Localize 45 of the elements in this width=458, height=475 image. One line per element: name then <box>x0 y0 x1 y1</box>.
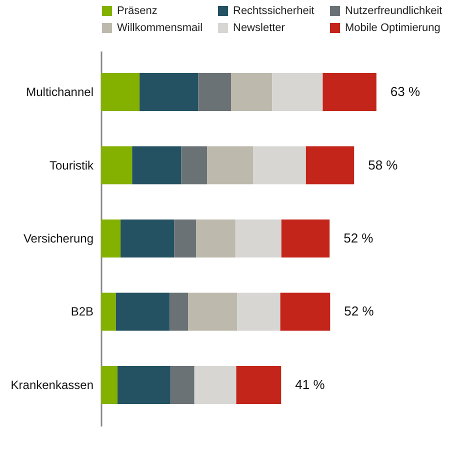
legend-label: Newsletter <box>233 22 286 34</box>
bar <box>101 146 132 184</box>
annotation: 52 % <box>344 230 374 246</box>
bar <box>196 220 236 258</box>
y-tick-label: B2B <box>70 304 94 319</box>
y-tick-label: Versicherung <box>23 232 94 246</box>
bar <box>140 73 198 112</box>
y-tick-label: Touristik <box>49 158 94 172</box>
annotation: 52 % <box>344 304 374 319</box>
bar <box>101 220 121 258</box>
legend-label: Präsenz <box>117 5 158 17</box>
text: 63 % <box>390 84 420 100</box>
bar <box>322 73 376 112</box>
bar <box>236 366 282 404</box>
annotation: 58 % <box>368 157 398 172</box>
annotation: 41 % <box>295 376 326 392</box>
y-tick-label: Multichannel <box>26 85 94 100</box>
legend-label: Rechtssicherheit <box>233 5 314 17</box>
bar <box>306 146 354 184</box>
bar <box>174 220 196 258</box>
bar <box>231 73 272 112</box>
bar <box>101 366 118 404</box>
bar <box>101 292 116 331</box>
bar <box>207 146 254 184</box>
bar <box>281 220 330 258</box>
bar <box>101 73 140 112</box>
bar <box>237 292 280 331</box>
bar <box>235 220 282 258</box>
bar <box>194 366 236 404</box>
bar <box>253 146 306 184</box>
bar <box>272 73 323 112</box>
bar <box>170 292 188 331</box>
bar <box>132 146 182 184</box>
legend-label: Willkommensmail <box>117 22 203 34</box>
legend-label: Nutzerfreundlichkeit <box>345 5 442 17</box>
bar <box>170 366 194 404</box>
bar <box>198 73 231 112</box>
bar <box>118 366 170 404</box>
legend-label: Mobile Optimierung <box>345 22 440 34</box>
bar <box>116 292 170 331</box>
bar <box>280 292 330 331</box>
bar <box>120 220 174 258</box>
y-tick-label: Krankenkassen <box>10 378 94 392</box>
bar <box>188 292 238 331</box>
bar <box>181 146 208 184</box>
